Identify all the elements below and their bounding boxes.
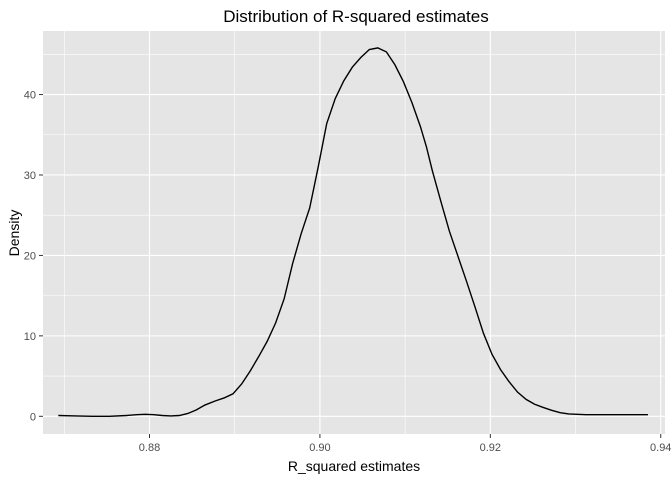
y-tick-label: 40 [24,90,36,102]
chart-title: Distribution of R-squared estimates [223,7,489,26]
y-tick-label: 10 [24,331,36,343]
x-tick-label: 0.88 [139,442,160,454]
y-axis-title: Density [6,210,22,257]
density-curve [58,47,648,417]
y-tick-label: 0 [30,411,36,423]
x-tick-label: 0.94 [650,442,671,454]
x-axis-title: R_squared estimates [288,458,420,474]
plot-panel [43,31,665,434]
y-tick-label: 20 [24,250,36,262]
major-gridlines [43,31,665,434]
y-tick-label: 30 [24,170,36,182]
x-tick-label: 0.92 [480,442,501,454]
minor-gridlines [43,31,665,434]
y-axis-ticks: 0 10 20 30 40 [24,90,43,423]
x-tick-label: 0.90 [309,442,330,454]
x-axis-ticks: 0.88 0.90 0.92 0.94 [139,434,671,454]
